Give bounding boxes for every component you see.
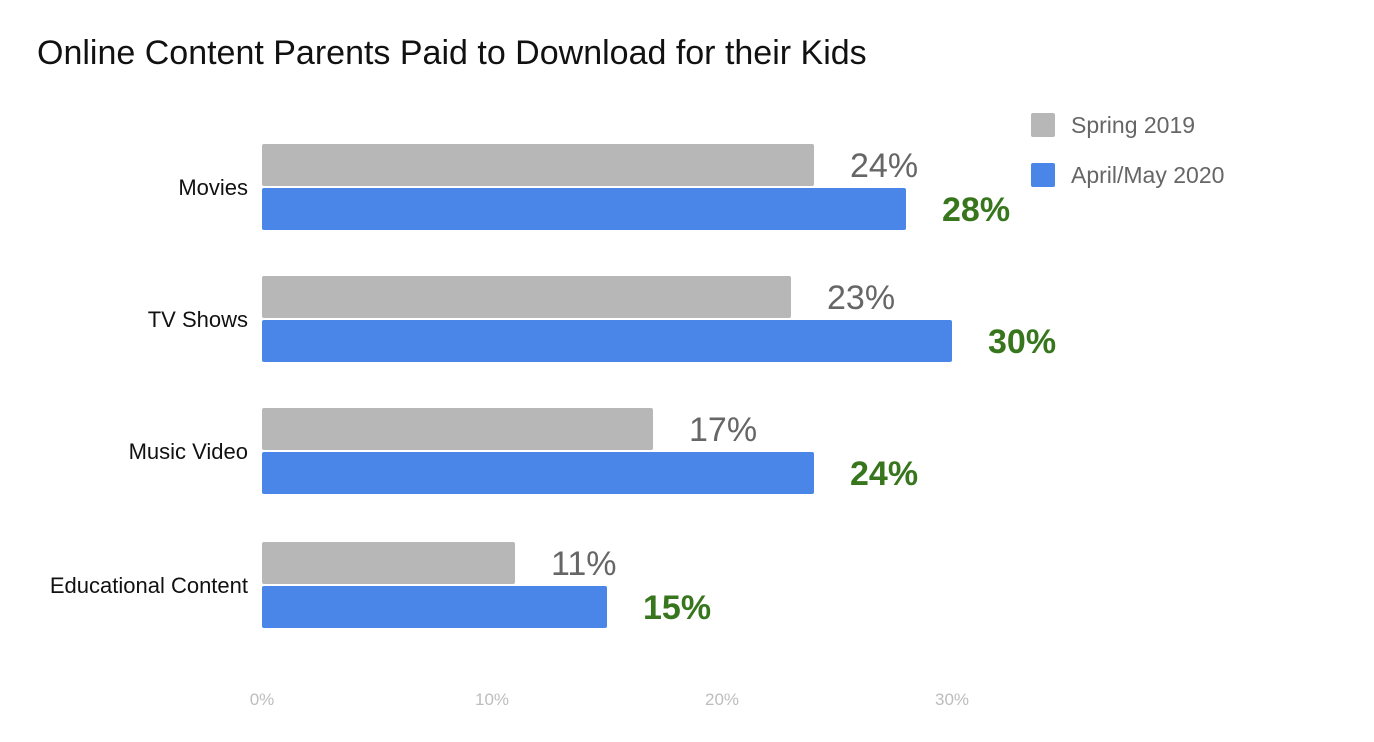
x-tick-label-10: 10%: [475, 690, 509, 709]
legend-label-spring-2019: Spring 2019: [1071, 111, 1196, 138]
bar-spring-2019-tv-shows: [262, 276, 791, 318]
chart-title: Online Content Parents Paid to Download …: [37, 34, 867, 72]
legend-item-spring-2019: Spring 2019: [1031, 100, 1224, 150]
data-label-spring-2019-music-video: 17%: [689, 411, 757, 449]
legend-label-april-may-2020: April/May 2020: [1071, 161, 1225, 188]
bar-spring-2019-educational-content: [262, 542, 515, 584]
bar-april-may-2020-movies: [262, 188, 906, 230]
category-label-educational-content: Educational Content: [50, 573, 248, 598]
legend: Spring 2019 April/May 2020: [1031, 100, 1224, 200]
data-label-spring-2019-educational-content: 11%: [551, 545, 617, 583]
x-tick-label-30: 30%: [935, 690, 969, 709]
category-label-movies: Movies: [178, 175, 248, 200]
legend-swatch-april-may-2020: [1031, 163, 1055, 187]
category-label-tv-shows: TV Shows: [148, 307, 248, 332]
bar-spring-2019-movies: [262, 144, 814, 186]
data-label-april-may-2020-tv-shows: 30%: [988, 323, 1056, 361]
legend-item-april-may-2020: April/May 2020: [1031, 150, 1224, 200]
x-tick-label-20: 20%: [705, 690, 739, 709]
data-label-spring-2019-movies: 24%: [850, 147, 918, 185]
legend-swatch-spring-2019: [1031, 113, 1055, 137]
data-label-april-may-2020-educational-content: 15%: [643, 589, 711, 627]
bar-april-may-2020-tv-shows: [262, 320, 952, 362]
data-label-april-may-2020-music-video: 24%: [850, 455, 918, 493]
data-label-spring-2019-tv-shows: 23%: [827, 279, 895, 317]
bar-april-may-2020-educational-content: [262, 586, 607, 628]
category-label-music-video: Music Video: [129, 439, 248, 464]
data-label-april-may-2020-movies: 28%: [942, 191, 1010, 229]
bar-spring-2019-music-video: [262, 408, 653, 450]
bar-april-may-2020-music-video: [262, 452, 814, 494]
x-tick-label-0: 0%: [250, 690, 275, 709]
